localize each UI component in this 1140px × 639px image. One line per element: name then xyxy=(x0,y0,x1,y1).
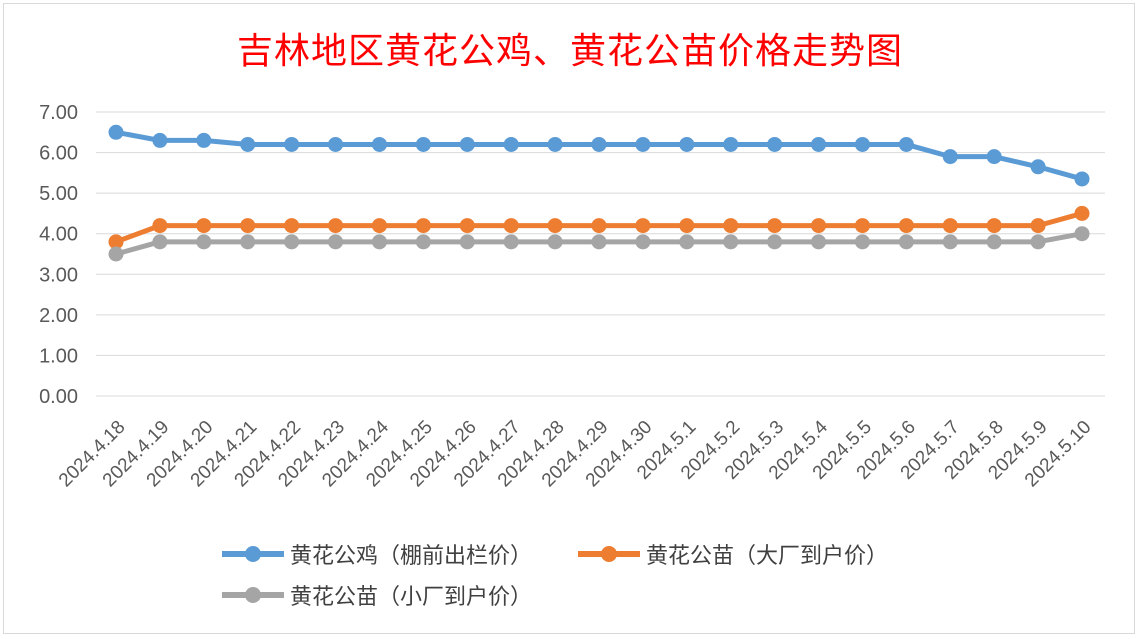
legend-item-series-0: 黄花公鸡（棚前出栏价） xyxy=(222,538,532,570)
data-point-series-0 xyxy=(503,136,519,152)
data-point-series-2 xyxy=(811,234,827,250)
legend-item-series-2: 黄花公苗（小厂到户价） xyxy=(222,579,532,611)
data-point-series-1 xyxy=(328,218,344,234)
legend-label-series-2: 黄花公苗（小厂到户价） xyxy=(290,585,533,610)
y-tick-label: 0.00 xyxy=(39,386,78,408)
data-point-series-2 xyxy=(1074,226,1090,242)
data-point-series-1 xyxy=(284,218,300,234)
data-point-series-1 xyxy=(1030,218,1046,234)
data-point-series-1 xyxy=(986,218,1002,234)
data-point-series-2 xyxy=(196,234,212,250)
data-point-series-0 xyxy=(986,149,1002,165)
data-point-series-2 xyxy=(459,234,475,250)
y-tick-label: 7.00 xyxy=(39,102,78,124)
data-point-series-2 xyxy=(371,234,387,250)
data-point-series-1 xyxy=(371,218,387,234)
data-point-series-0 xyxy=(108,124,124,140)
data-point-series-1 xyxy=(811,218,827,234)
data-point-series-0 xyxy=(635,136,651,152)
data-point-series-2 xyxy=(767,234,783,250)
data-point-series-2 xyxy=(415,234,431,250)
data-point-series-2 xyxy=(942,234,958,250)
data-point-series-2 xyxy=(1030,234,1046,250)
chart-title: 吉林地区黄花公鸡、黄花公苗价格走势图 xyxy=(236,31,903,72)
data-point-series-2 xyxy=(898,234,914,250)
data-point-series-2 xyxy=(328,234,344,250)
y-tick-label: 2.00 xyxy=(39,305,78,327)
data-point-series-1 xyxy=(196,218,212,234)
data-point-series-0 xyxy=(152,132,168,148)
data-point-series-1 xyxy=(635,218,651,234)
data-point-series-2 xyxy=(723,234,739,250)
data-point-series-1 xyxy=(854,218,870,234)
data-point-series-0 xyxy=(459,136,475,152)
legend-marker-series-2 xyxy=(222,580,284,610)
data-point-series-2 xyxy=(986,234,1002,250)
data-point-series-0 xyxy=(942,149,958,165)
y-tick-label: 5.00 xyxy=(39,183,78,205)
data-point-series-1 xyxy=(240,218,256,234)
data-point-series-0 xyxy=(723,136,739,152)
data-point-series-0 xyxy=(196,132,212,148)
data-point-series-2 xyxy=(108,246,124,262)
legend-item-series-1: 黄花公苗（大厂到户价） xyxy=(578,538,888,570)
data-point-series-1 xyxy=(459,218,475,234)
data-point-series-0 xyxy=(328,136,344,152)
data-point-series-1 xyxy=(152,218,168,234)
legend-label-series-0: 黄花公鸡（棚前出栏价） xyxy=(290,544,533,569)
data-point-series-0 xyxy=(371,136,387,152)
data-point-series-1 xyxy=(108,234,124,250)
data-point-series-2 xyxy=(679,234,695,250)
legend-label-series-1: 黄花公苗（大厂到户价） xyxy=(646,544,889,569)
chart-frame xyxy=(3,3,1135,634)
data-point-series-2 xyxy=(591,234,607,250)
data-point-series-1 xyxy=(767,218,783,234)
data-point-series-1 xyxy=(503,218,519,234)
data-point-series-0 xyxy=(240,136,256,152)
data-point-series-0 xyxy=(854,136,870,152)
data-point-series-0 xyxy=(415,136,431,152)
data-point-series-1 xyxy=(679,218,695,234)
data-point-series-2 xyxy=(635,234,651,250)
y-tick-label: 6.00 xyxy=(39,143,78,165)
data-point-series-0 xyxy=(898,136,914,152)
data-point-series-0 xyxy=(591,136,607,152)
data-point-series-1 xyxy=(415,218,431,234)
data-point-series-2 xyxy=(284,234,300,250)
data-point-series-1 xyxy=(898,218,914,234)
data-point-series-2 xyxy=(547,234,563,250)
data-point-series-0 xyxy=(547,136,563,152)
data-point-series-0 xyxy=(1074,171,1090,187)
y-tick-label: 3.00 xyxy=(39,264,78,286)
legend-marker-series-0 xyxy=(222,539,284,569)
data-point-series-1 xyxy=(591,218,607,234)
legend-marker-series-1 xyxy=(578,539,640,569)
data-point-series-2 xyxy=(854,234,870,250)
data-point-series-2 xyxy=(240,234,256,250)
data-point-series-1 xyxy=(1074,205,1090,221)
data-point-series-1 xyxy=(942,218,958,234)
data-point-series-1 xyxy=(547,218,563,234)
data-point-series-0 xyxy=(811,136,827,152)
data-point-series-0 xyxy=(767,136,783,152)
data-point-series-0 xyxy=(284,136,300,152)
data-point-series-1 xyxy=(723,218,739,234)
data-point-series-2 xyxy=(152,234,168,250)
data-point-series-0 xyxy=(1030,159,1046,175)
y-tick-label: 4.00 xyxy=(39,224,78,246)
y-tick-label: 1.00 xyxy=(39,345,78,367)
data-point-series-0 xyxy=(679,136,695,152)
data-point-series-2 xyxy=(503,234,519,250)
